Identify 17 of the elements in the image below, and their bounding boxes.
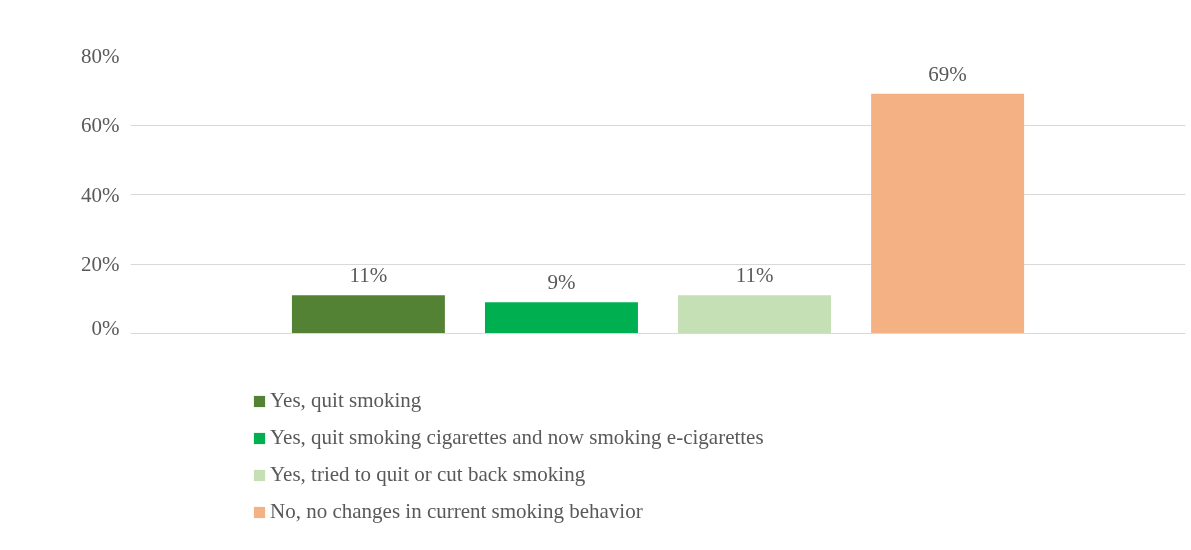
y-tick-label: 60% (81, 113, 120, 137)
legend-label: Yes, quit smoking (270, 388, 422, 413)
data-label: 69% (928, 61, 967, 86)
data-label: 11% (349, 263, 388, 288)
bar (291, 295, 445, 334)
data-label: 11% (735, 263, 774, 288)
bar (871, 93, 1025, 334)
data-label: 9% (547, 270, 576, 295)
legend-label: Yes, quit smoking cigarettes and now smoking e-cigarettes (270, 425, 764, 450)
legend-label: No, no changes in current smoking behavior (270, 499, 643, 524)
legend-label: Yes, tried to quit or cut back smoking (270, 462, 586, 487)
y-tick-label: 40% (81, 182, 120, 207)
y-tick-label: 80% (81, 43, 120, 68)
y-tick-label: 20% (81, 252, 120, 276)
bar (678, 295, 832, 334)
y-tick-label: 0% (91, 315, 120, 340)
bar (484, 302, 638, 334)
